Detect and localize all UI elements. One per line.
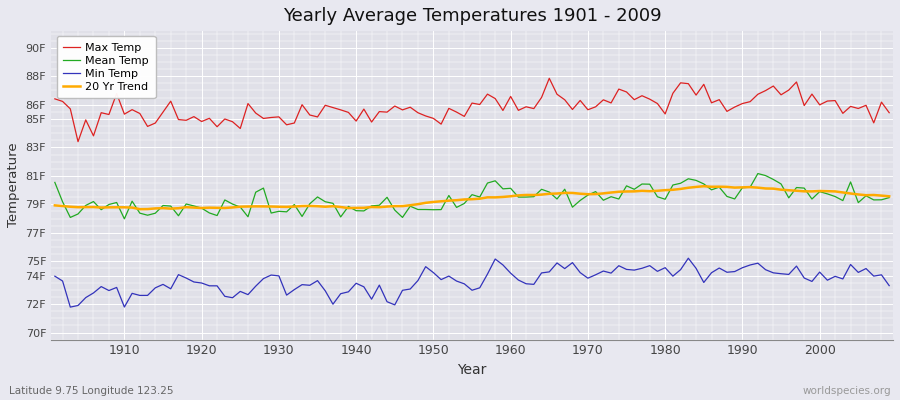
20 Yr Trend [134, 207, 145, 212]
Min Temp [336, 291, 346, 296]
Max Temp [336, 108, 346, 112]
Legend: Max Temp, Mean Temp, Min Temp, 20 Yr Trend: Max Temp, Mean Temp, Min Temp, 20 Yr Tre… [57, 36, 156, 98]
Min Temp [606, 271, 616, 276]
20 Yr Trend [698, 184, 709, 189]
20 Yr Trend [505, 194, 516, 199]
Max Temp [884, 110, 895, 115]
Mean Temp [884, 195, 895, 200]
Y-axis label: Temperature: Temperature [7, 143, 20, 228]
Text: worldspecies.org: worldspecies.org [803, 386, 891, 396]
20 Yr Trend [112, 205, 122, 210]
Min Temp [505, 271, 516, 276]
Min Temp [289, 287, 300, 292]
Mean Temp [119, 216, 130, 221]
Mean Temp [50, 180, 60, 185]
Max Temp [289, 120, 300, 125]
Max Temp [614, 87, 625, 92]
Mean Temp [513, 195, 524, 200]
Max Temp [73, 139, 84, 144]
Mean Temp [289, 202, 300, 207]
Min Temp [65, 305, 76, 310]
Min Temp [119, 305, 130, 310]
X-axis label: Year: Year [457, 363, 487, 377]
Line: Mean Temp: Mean Temp [55, 174, 889, 219]
20 Yr Trend [289, 204, 300, 209]
Min Temp [513, 278, 524, 282]
Title: Yearly Average Temperatures 1901 - 2009: Yearly Average Temperatures 1901 - 2009 [283, 7, 662, 25]
Mean Temp [752, 171, 763, 176]
Line: 20 Yr Trend: 20 Yr Trend [55, 186, 889, 209]
Max Temp [544, 76, 554, 81]
Min Temp [50, 274, 60, 278]
20 Yr Trend [884, 194, 895, 199]
20 Yr Trend [50, 203, 60, 208]
Max Temp [119, 112, 130, 116]
Min Temp [683, 256, 694, 261]
20 Yr Trend [513, 193, 524, 198]
20 Yr Trend [606, 190, 616, 195]
Mean Temp [112, 200, 122, 205]
Max Temp [505, 94, 516, 99]
Mean Temp [505, 186, 516, 191]
Max Temp [50, 96, 60, 101]
Min Temp [884, 283, 895, 288]
Max Temp [513, 108, 524, 113]
20 Yr Trend [336, 205, 346, 210]
Line: Max Temp: Max Temp [55, 78, 889, 142]
Text: Latitude 9.75 Longitude 123.25: Latitude 9.75 Longitude 123.25 [9, 386, 174, 396]
Mean Temp [606, 194, 616, 199]
Line: Min Temp: Min Temp [55, 258, 889, 307]
Mean Temp [336, 214, 346, 219]
